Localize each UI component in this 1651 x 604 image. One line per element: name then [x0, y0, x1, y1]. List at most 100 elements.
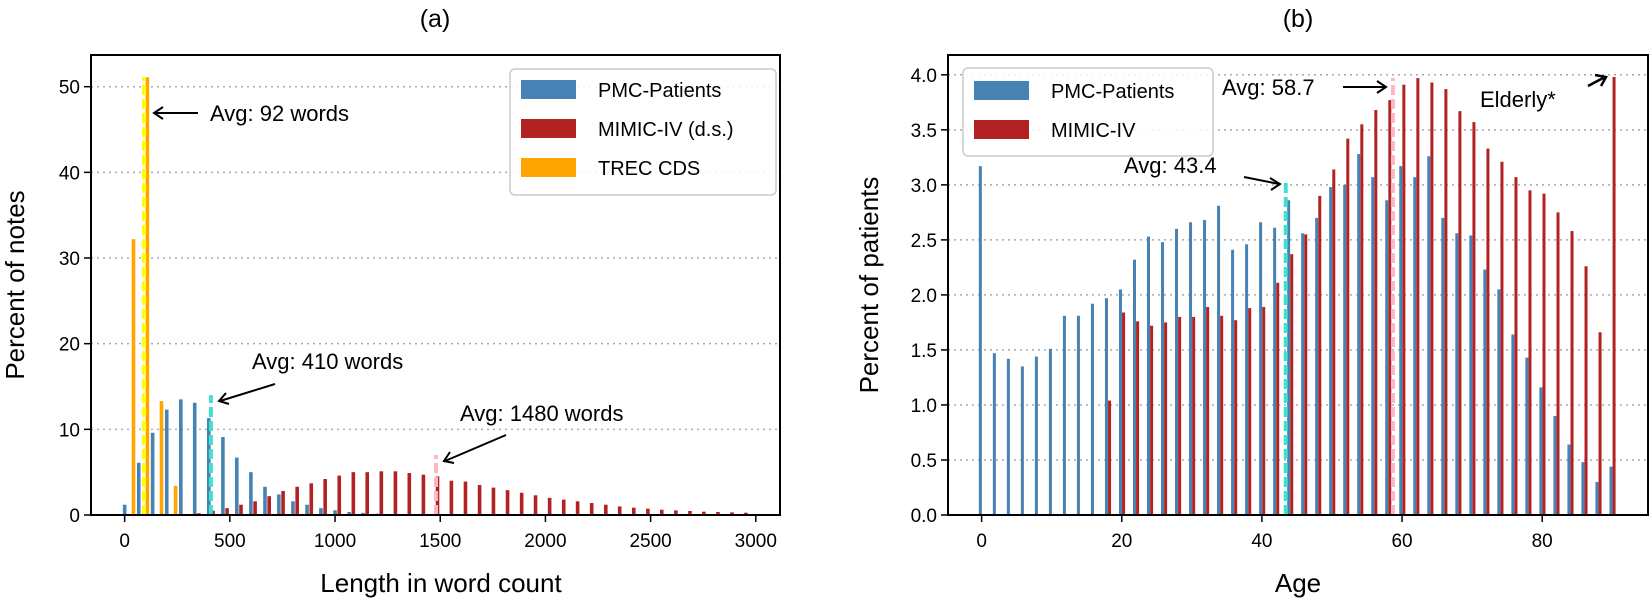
annotation-avg-43-4: Avg: 43.4: [1124, 153, 1217, 178]
bar: [617, 506, 622, 515]
bar: [1584, 266, 1588, 515]
bar: [1329, 187, 1333, 515]
bar: [253, 501, 257, 515]
x-tick-label: 80: [1532, 531, 1553, 552]
bar: [225, 508, 229, 515]
bar: [319, 508, 323, 515]
series-mimic-iv-d-s-: [197, 471, 748, 515]
bar: [604, 504, 608, 515]
y-tick-label: 20: [59, 335, 80, 356]
bar: [1192, 316, 1196, 515]
bar: [1612, 77, 1616, 515]
y-tick-label: 0: [69, 506, 80, 527]
bar: [1441, 217, 1445, 515]
y-tick-label: 3.0: [911, 176, 937, 197]
y-tick-label: 10: [59, 420, 80, 441]
bar: [347, 512, 351, 515]
bar: [361, 512, 365, 515]
bar: [533, 495, 538, 515]
bar: [688, 510, 692, 515]
legend-swatch-pmc-patients: [974, 81, 1029, 100]
bar: [1315, 217, 1319, 515]
y-tick-label: 0.5: [911, 451, 937, 472]
bar: [1178, 316, 1182, 515]
series-pmc-patients: [122, 399, 394, 515]
bar: [351, 472, 356, 515]
bar: [674, 510, 678, 515]
bar: [136, 462, 141, 515]
bar: [1483, 269, 1487, 515]
bar: [744, 512, 748, 515]
bar: [159, 401, 164, 515]
x-tick-label: 1500: [419, 531, 461, 552]
chart-b-y-label: Percent of patients: [854, 177, 884, 394]
bar: [1104, 298, 1108, 515]
bar: [992, 353, 996, 515]
chart-b-annotations: Avg: 58.7 Avg: 43.4 Elderly*: [1124, 73, 1608, 191]
y-tick-label: 40: [59, 163, 80, 184]
bar: [1118, 289, 1122, 515]
bar: [575, 501, 580, 515]
legend-swatch-pmc-patients: [521, 80, 576, 99]
bar: [221, 437, 225, 515]
bar: [1385, 200, 1389, 515]
bar: [407, 473, 412, 515]
bar: [1458, 111, 1462, 516]
bar: [1469, 235, 1473, 516]
x-tick-label: 2000: [524, 531, 566, 552]
bar: [1090, 303, 1094, 515]
bar: [730, 512, 734, 515]
series-pmc-patients: [978, 154, 1613, 516]
bar: [145, 77, 150, 515]
bar: [1273, 227, 1277, 515]
legend-swatch-trec-cds: [521, 158, 576, 177]
chart-b-ticks: 0.0 0.5 1.0 1.5 2.0 2.5 3.0 3.5 4.0 0 20 40 60 80: [911, 66, 1553, 552]
bar: [1556, 212, 1560, 516]
legend-label-mimic-iv-ds: MIMIC-IV (d.s.): [598, 119, 734, 141]
bar: [1290, 254, 1294, 516]
bar: [309, 483, 314, 515]
bar: [505, 490, 510, 515]
bar: [1206, 307, 1210, 515]
arrow-icon: [442, 434, 507, 464]
bar: [1427, 156, 1431, 515]
bar: [1147, 236, 1151, 515]
bar: [659, 509, 664, 515]
bar: [1542, 193, 1546, 516]
series-trec-cds: [131, 77, 178, 515]
bar: [978, 166, 982, 516]
legend-swatch-mimic-iv: [974, 120, 1029, 139]
bar: [1567, 444, 1571, 515]
bar: [305, 504, 309, 515]
bar: [277, 494, 281, 515]
bar: [1609, 466, 1613, 515]
bar: [702, 511, 706, 515]
bar: [1570, 231, 1574, 516]
x-tick-label: 0: [119, 531, 130, 552]
chart-b-axes-frame: [947, 54, 1649, 516]
arrow-icon: [152, 106, 198, 120]
chart-b-legend: PMC-Patients MIMIC-IV: [962, 67, 1214, 157]
bar: [1189, 222, 1193, 516]
bar: [365, 472, 370, 515]
bar: [234, 457, 239, 515]
bar: [173, 485, 178, 515]
chart-a-avg-lines: [142, 77, 439, 515]
bar: [1034, 356, 1038, 515]
bar: [323, 479, 327, 515]
bar: [1132, 259, 1136, 515]
y-tick-label: 2.5: [911, 231, 937, 252]
bar: [333, 510, 337, 515]
bar: [1136, 321, 1140, 515]
bar: [646, 508, 650, 515]
bar: [179, 399, 183, 515]
bar: [1245, 244, 1249, 516]
chart-b-avg-lines: [1283, 78, 1395, 515]
x-tick-label: 1000: [314, 531, 356, 552]
y-tick-label: 0.0: [911, 506, 937, 527]
bar: [1231, 249, 1235, 516]
bar: [1416, 78, 1420, 515]
bar: [122, 504, 127, 515]
legend-swatch-mimic-iv-ds: [521, 119, 576, 138]
